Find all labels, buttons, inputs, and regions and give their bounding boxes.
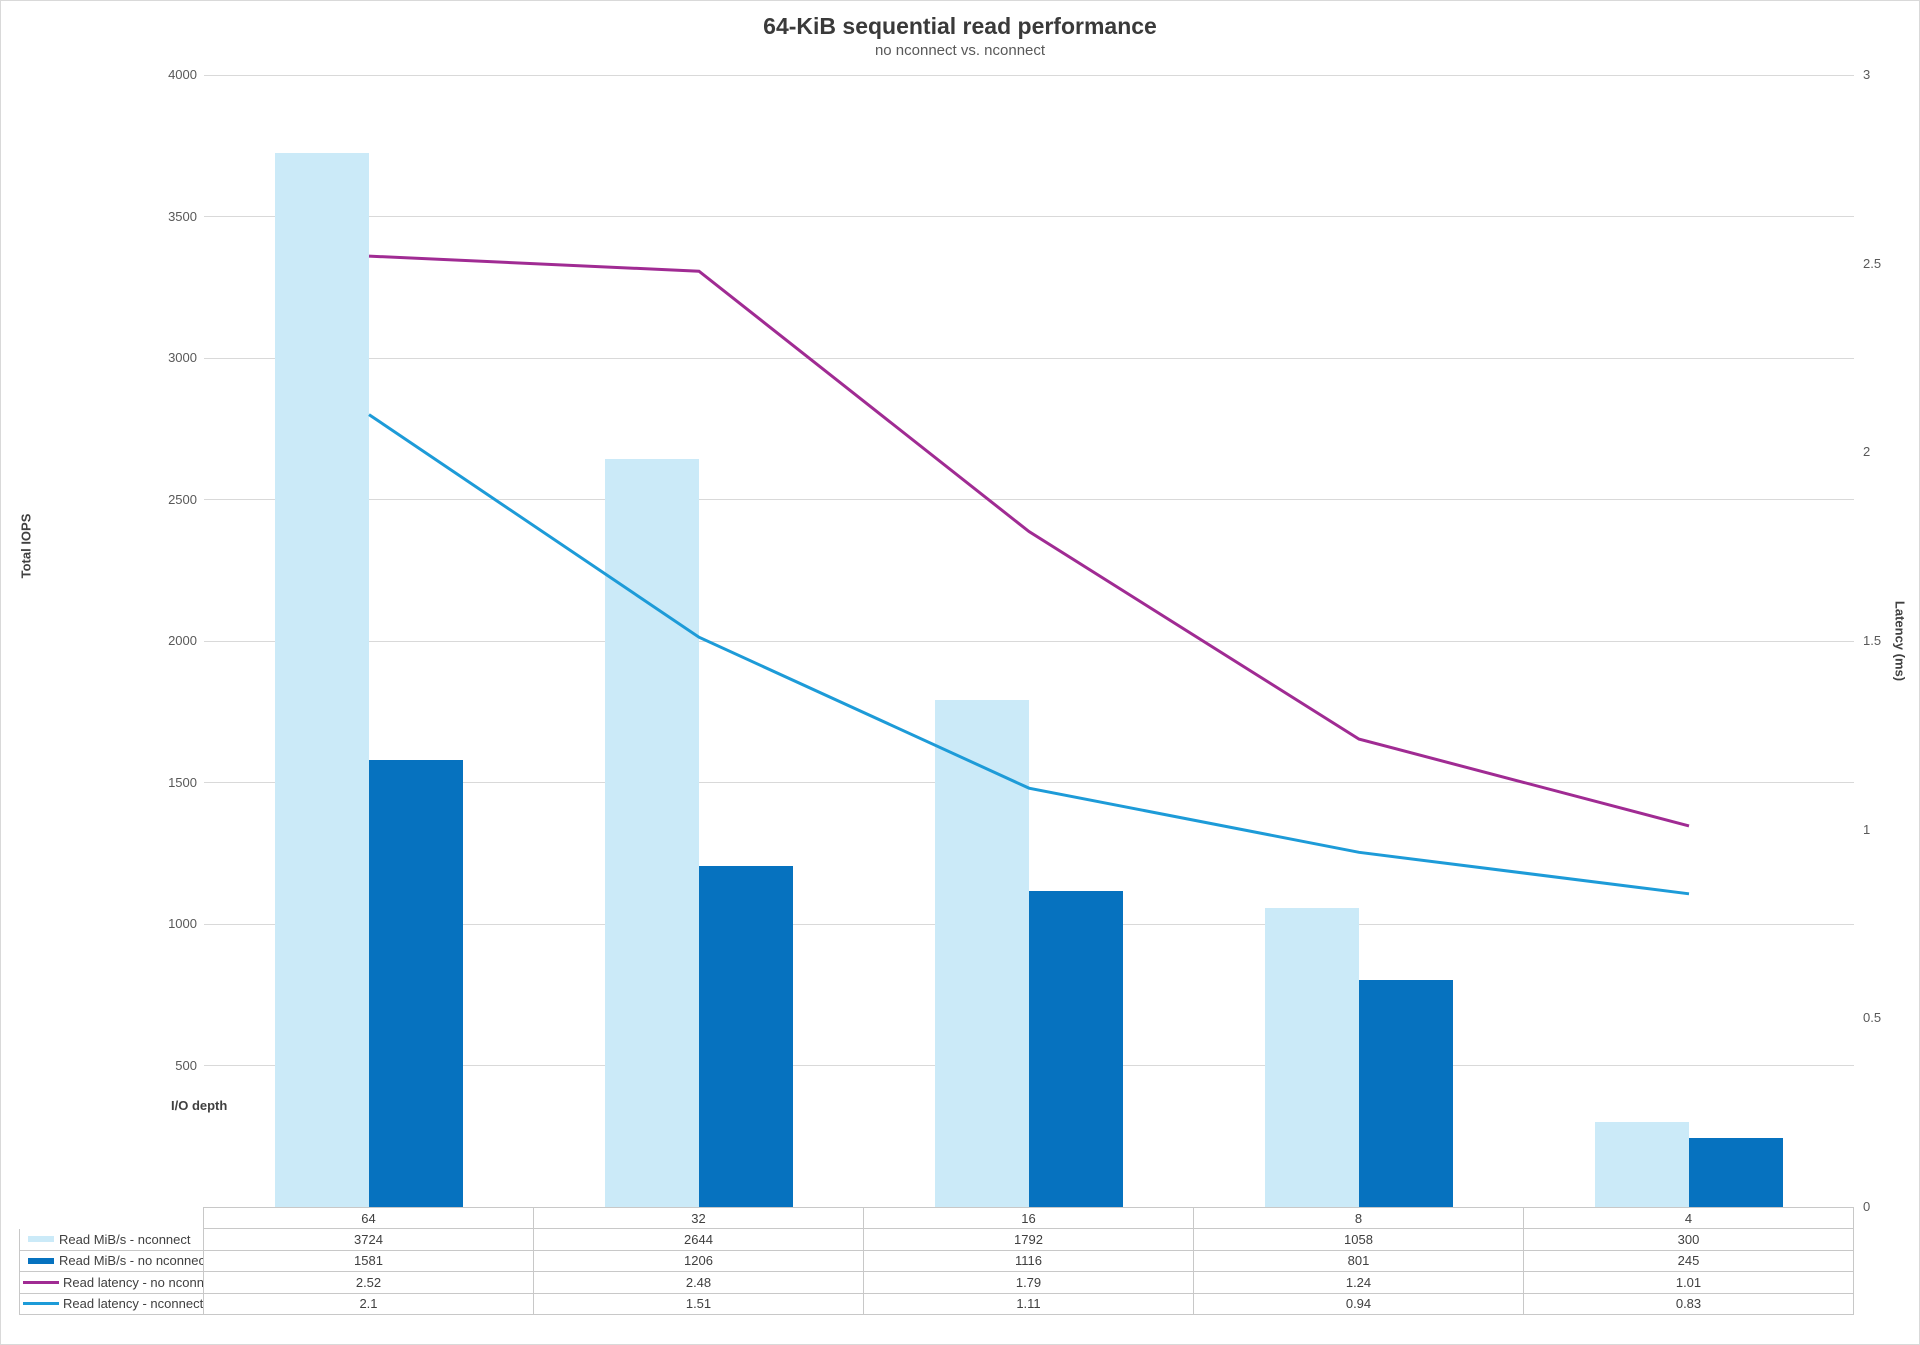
series-name: Read latency - nconnect [63, 1296, 204, 1312]
bar-nconnect [1265, 907, 1359, 1207]
table-corner-cell [19, 1207, 204, 1229]
left-axis-title: Total IOPS [18, 513, 34, 579]
table-value-cell: 0.83 [1524, 1293, 1854, 1315]
right-axis-tick-label: 0 [1863, 1199, 1871, 1214]
table-value-cell: 1058 [1194, 1229, 1524, 1251]
gridline [204, 499, 1854, 500]
table-value-cell: 2644 [534, 1229, 864, 1251]
legend-swatch-line [23, 1302, 59, 1306]
bar-no-nconnect [1029, 891, 1123, 1207]
right-axis-tick-label: 2 [1863, 444, 1871, 460]
right-axis-tick-label: 2.5 [1863, 255, 1882, 271]
left-axis-tick-label: 4000 [168, 67, 197, 82]
right-axis-tick-label: 0.5 [1863, 1010, 1882, 1026]
table-series-label: Read latency - no nconnect [19, 1272, 204, 1294]
table-value-cell: 801 [1194, 1250, 1524, 1272]
data-table: 64 32 16 8 4 Read MiB/s - nconnect 3724 2644 179… [19, 1207, 1854, 1315]
table-value-cell: 2.1 [204, 1293, 534, 1315]
gridline [204, 74, 1854, 76]
left-axis-tick-label: 1000 [168, 916, 197, 931]
table-value-cell: 1.51 [534, 1293, 864, 1315]
table-series-label: Read MiB/s - nconnect [19, 1229, 204, 1251]
table-value-cell: 2.52 [204, 1272, 534, 1294]
table-header-cell: 16 [864, 1207, 1194, 1229]
table-value-cell: 1.01 [1524, 1272, 1854, 1294]
table-header-cell: 64 [204, 1207, 534, 1229]
table-header-cell: 4 [1524, 1207, 1854, 1229]
bar-nconnect [275, 153, 369, 1207]
table-value-cell: 1581 [204, 1250, 534, 1272]
table-value-cell: 1.24 [1194, 1272, 1524, 1294]
table-series-label: Read latency - nconnect [19, 1293, 204, 1315]
chart-title: 64-KiB sequential read performance [763, 13, 1157, 39]
series-name: Read latency - no nconnect [63, 1274, 204, 1290]
table-series-label: Read MiB/s - no nconnect [19, 1250, 204, 1272]
left-axis-tick-label: 1500 [168, 774, 197, 790]
gridline [204, 357, 1854, 359]
table-value-cell: 300 [1524, 1229, 1854, 1251]
gridline [204, 216, 1854, 217]
table-value-cell: 245 [1524, 1250, 1854, 1272]
bar-no-nconnect [699, 865, 793, 1207]
table-header-cell: 32 [534, 1207, 864, 1229]
bar-nconnect [935, 699, 1029, 1207]
left-axis-tick-label: 2500 [168, 491, 197, 507]
left-axis-tick-label: 2000 [168, 633, 197, 648]
table-value-cell: 1792 [864, 1229, 1194, 1251]
bar-nconnect [605, 458, 699, 1207]
table-value-cell: 2.48 [534, 1272, 864, 1294]
line-no-nconnect [368, 254, 1690, 828]
table-header-cell: 8 [1194, 1207, 1524, 1229]
right-axis-tick-label: 1 [1863, 821, 1871, 837]
bar-nconnect [1595, 1122, 1689, 1207]
table-value-cell: 1116 [864, 1250, 1194, 1272]
x-axis-title: I/O depth [171, 1098, 228, 1113]
table-value-cell: 1206 [534, 1250, 864, 1272]
right-axis-tick-label: 3 [1863, 67, 1871, 82]
gridline [204, 640, 1854, 642]
left-axis-tick-label: 3500 [168, 208, 197, 224]
bar-no-nconnect [369, 759, 463, 1207]
bar-no-nconnect [1359, 980, 1453, 1207]
left-axis-tick-label: 3000 [168, 350, 197, 365]
table-value-cell: 3724 [204, 1229, 534, 1251]
chart-subtitle: no nconnect vs. nconnect [874, 42, 1046, 59]
line-nconnect [368, 413, 1690, 896]
series-name: Read MiB/s - no nconnect [59, 1253, 204, 1269]
legend-swatch-bar [28, 1257, 54, 1264]
left-axis-tick-label: 500 [175, 1057, 197, 1073]
series-name: Read MiB/s - nconnect [59, 1231, 191, 1247]
bar-no-nconnect [1689, 1137, 1783, 1207]
right-axis-tick-label: 1.5 [1863, 633, 1882, 648]
table-value-cell: 1.11 [864, 1293, 1194, 1315]
table-value-cell: 0.94 [1194, 1293, 1524, 1315]
table-value-cell: 1.79 [864, 1272, 1194, 1294]
legend-swatch-bar [28, 1236, 54, 1243]
legend-swatch-line [23, 1280, 59, 1284]
